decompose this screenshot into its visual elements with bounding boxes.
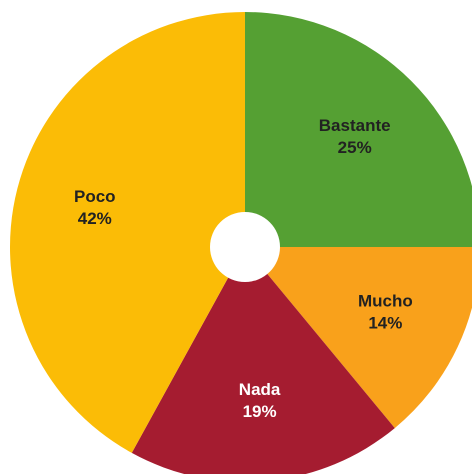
category-label: Bastante — [319, 116, 391, 135]
pie-slice — [245, 12, 472, 247]
pie-slice — [9, 12, 246, 453]
value-label: 19% — [243, 402, 277, 421]
slice-label: Mucho 14% — [358, 292, 413, 333]
category-label: Poco — [74, 187, 116, 206]
slice-label: Nada 19% — [239, 380, 281, 421]
slice-label: Poco 42% — [74, 187, 116, 228]
pie-slice — [131, 247, 395, 474]
value-label: 42% — [78, 209, 112, 228]
value-label: 14% — [368, 314, 402, 333]
category-label: Mucho — [358, 292, 413, 311]
category-label: Nada — [239, 380, 281, 399]
value-label: 25% — [338, 138, 372, 157]
donut-hole — [210, 212, 280, 282]
slice-label: Bastante 25% — [319, 116, 391, 157]
pie-slice — [245, 247, 472, 429]
